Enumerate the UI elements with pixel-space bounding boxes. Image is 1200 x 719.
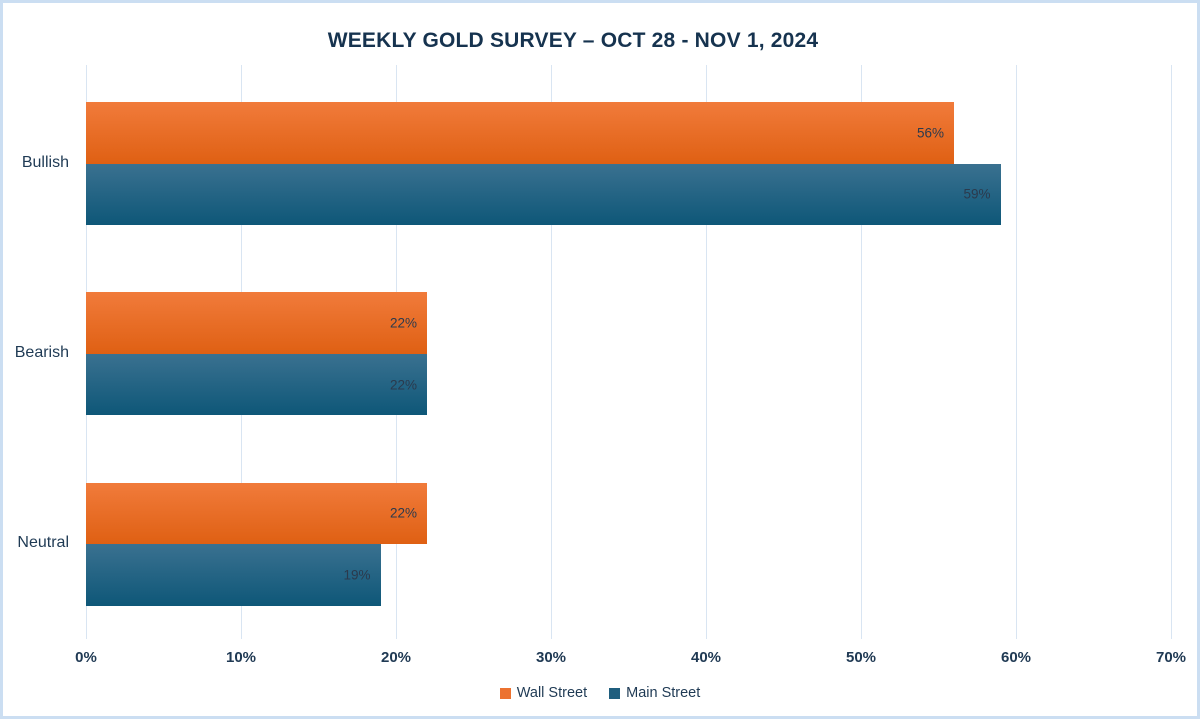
- bar-main-street-bearish: 22%: [86, 353, 427, 416]
- legend-swatch-icon: [609, 687, 621, 699]
- legend-label: Main Street: [626, 685, 701, 701]
- chart-title: WEEKLY GOLD SURVEY – OCT 28 - NOV 1, 202…: [327, 29, 819, 52]
- data-label: 19%: [343, 567, 371, 583]
- x-tick-0%: 0%: [75, 649, 97, 666]
- category-label-neutral: Neutral: [17, 534, 69, 551]
- x-tick-30%: 30%: [535, 649, 567, 666]
- x-tick-70%: 70%: [1155, 649, 1187, 666]
- x-tick-50%: 50%: [845, 649, 877, 666]
- legend: Wall Street Main Street: [3, 685, 1197, 701]
- x-tick-10%: 10%: [225, 649, 257, 666]
- bar-wall-street-neutral: 22%: [86, 482, 427, 544]
- data-label: 22%: [389, 377, 417, 392]
- gridline-40%: [705, 65, 707, 639]
- data-label: 22%: [389, 315, 417, 331]
- gridline-70%: [1170, 65, 1172, 639]
- category-label-bearish: Bearish: [14, 343, 69, 361]
- legend-swatch-icon: [499, 687, 511, 699]
- legend-label: Wall Street: [516, 685, 588, 701]
- legend-item-wall-street: Wall Street: [499, 685, 588, 701]
- plot-area: 56% 59% 22% 22% 22% 19%: [85, 65, 1172, 639]
- gridline-30%: [550, 65, 552, 639]
- legend-item-main-street: Main Street: [609, 685, 700, 701]
- gridline-60%: [1015, 65, 1017, 639]
- data-label: 59%: [963, 186, 991, 202]
- x-tick-40%: 40%: [690, 649, 722, 666]
- gridline-50%: [860, 65, 862, 639]
- bar-wall-street-bearish: 22%: [86, 292, 427, 354]
- x-tick-60%: 60%: [1000, 649, 1032, 666]
- bar-main-street-neutral: 19%: [86, 544, 381, 606]
- data-label: 22%: [389, 505, 417, 521]
- category-label-bullish: Bullish: [21, 153, 69, 171]
- bar-wall-street-bullish: 56%: [86, 102, 954, 164]
- data-label: 56%: [916, 125, 944, 141]
- bar-main-street-bullish: 59%: [86, 163, 1001, 225]
- x-tick-20%: 20%: [380, 649, 412, 666]
